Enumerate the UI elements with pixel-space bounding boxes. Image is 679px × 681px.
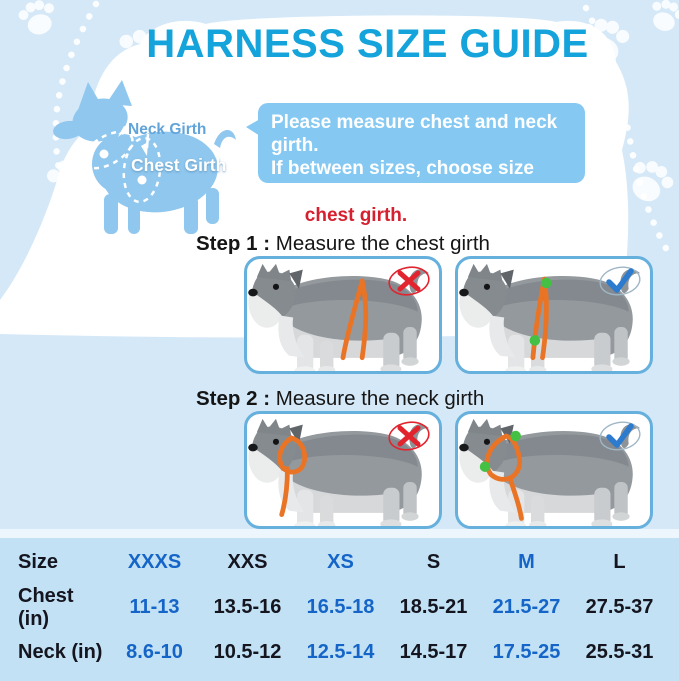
neck-value: 12.5-14 <box>306 641 375 663</box>
plush-dog-image <box>459 418 641 526</box>
table-header-xxxs: XXXS <box>127 551 182 573</box>
step2-wrong-photo <box>244 411 442 529</box>
check-mark-icon <box>597 264 643 298</box>
neck-value: 8.6-10 <box>126 641 183 663</box>
plush-dog-image <box>248 418 430 526</box>
bubble-line1: Please measure chest and neck girth. <box>271 112 558 157</box>
step2-correct-photo <box>455 411 653 529</box>
check-mark-icon <box>597 419 643 453</box>
green-dot <box>479 430 521 472</box>
measuring-tape-strap <box>340 278 369 361</box>
page-title: HARNESS SIZE GUIDE <box>146 22 589 66</box>
chest-value: 27.5-37 <box>585 596 654 618</box>
chest-value: 11-13 <box>129 596 180 618</box>
bubble-line2: If between sizes, choose size base on <box>271 158 534 203</box>
measuring-tape-strap <box>484 433 524 521</box>
chest-value: 18.5-21 <box>399 596 468 618</box>
table-header-xs: XS <box>327 551 354 573</box>
neck-value: 14.5-17 <box>399 641 468 663</box>
neck-value: 25.5-31 <box>585 641 654 663</box>
table-header-xxs: XXS <box>227 551 268 573</box>
dog-silhouette-diagram <box>53 80 236 234</box>
step1-correct-photo <box>455 256 653 374</box>
size-table: Size XXXS XXS XS S M L Chest (in) 11-13 … <box>0 538 679 681</box>
plush-dog-image <box>248 263 430 371</box>
table-header-l: L <box>613 551 626 573</box>
instruction-bubble: Please measure chest and neck girth. If … <box>246 103 585 226</box>
chest-row-label: Chest (in) <box>18 584 74 630</box>
section-divider <box>0 529 679 538</box>
bubble-highlight: chest girth. <box>304 204 408 226</box>
measuring-tape-strap <box>277 435 308 517</box>
chest-value: 13.5-16 <box>213 596 282 618</box>
chest-girth-label: Chest Girth <box>131 155 227 175</box>
table-header-m: M <box>518 551 535 573</box>
neck-value: 10.5-12 <box>213 641 282 663</box>
neck-value: 17.5-25 <box>492 641 561 663</box>
plush-dog-image <box>459 263 641 371</box>
chest-value: 16.5-18 <box>306 596 375 618</box>
neck-girth-label: Neck Girth <box>128 121 207 138</box>
girth-measure-lines <box>82 130 162 204</box>
chest-value: 21.5-27 <box>492 596 561 618</box>
step1-label: Step 1 : Measure the chest girth <box>196 232 490 255</box>
wrong-mark-icon <box>386 264 432 298</box>
step1-wrong-photo <box>244 256 442 374</box>
table-header-size: Size <box>18 551 59 573</box>
bubble-tail <box>246 119 260 136</box>
step2-label: Step 2 : Measure the neck girth <box>196 387 485 410</box>
table-header-s: S <box>426 551 441 573</box>
green-dot <box>529 277 552 346</box>
wrong-mark-icon <box>386 419 432 453</box>
neck-row-label: Neck (in) <box>18 641 103 663</box>
paw-print-icon <box>621 154 679 210</box>
bubble-line3-prefix: the <box>271 204 305 226</box>
